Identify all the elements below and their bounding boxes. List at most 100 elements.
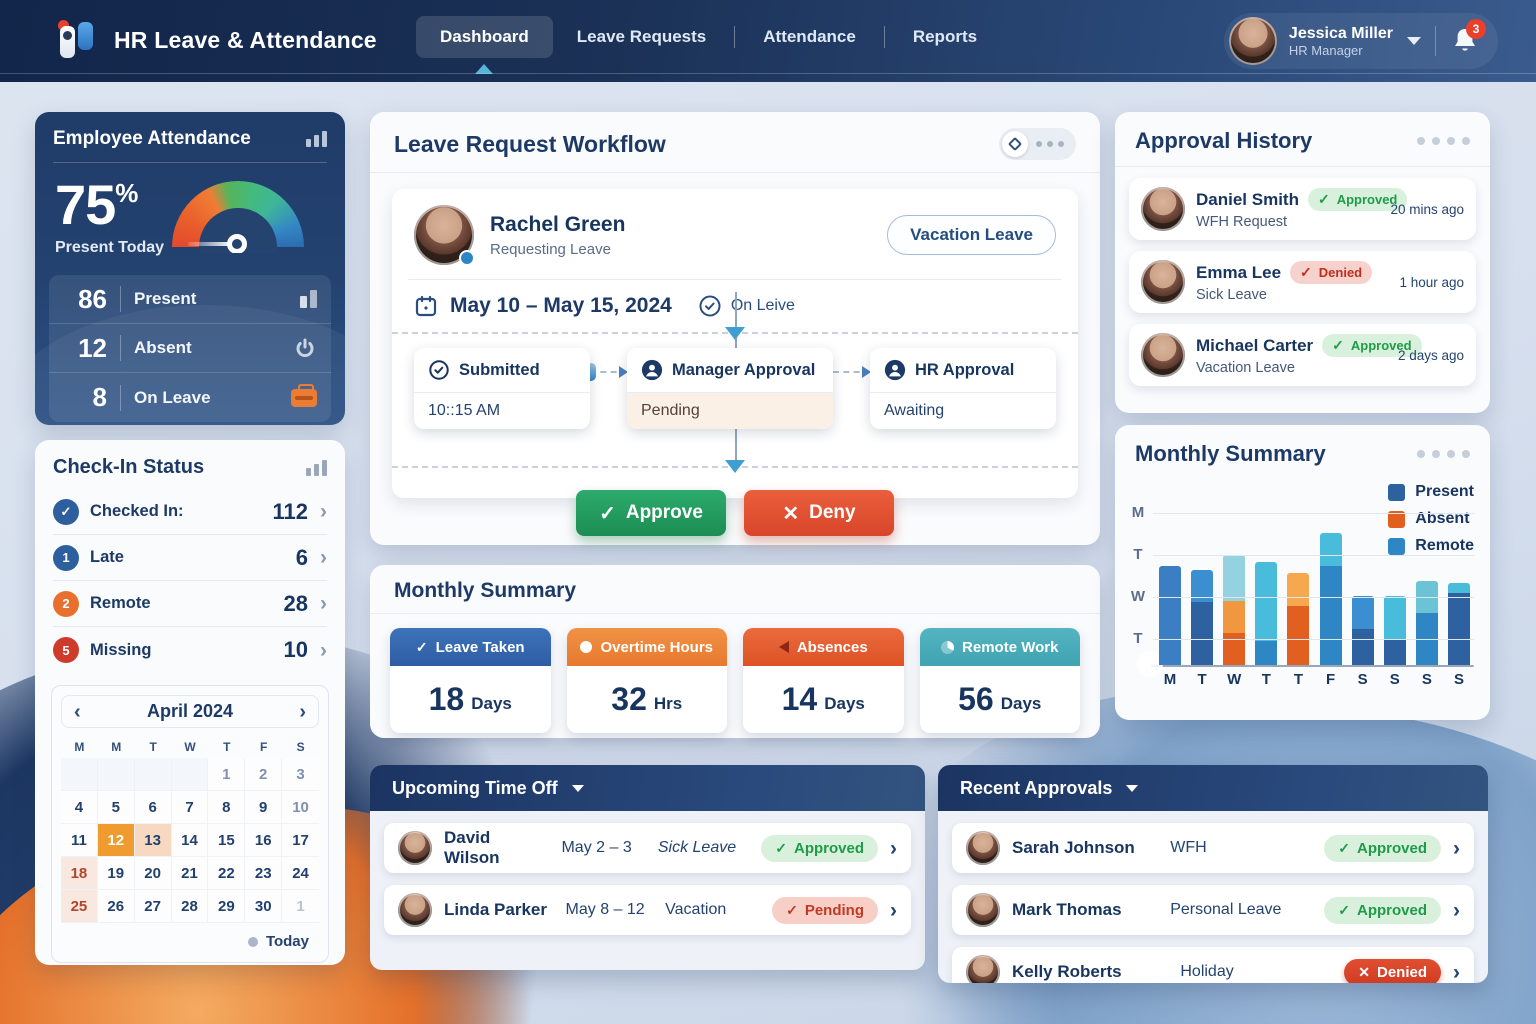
stat-card-leave-taken[interactable]: ✓ Leave Taken 18 Days: [390, 628, 551, 733]
checkin-row-checked-in[interactable]: ✓ Checked In: 112 ›: [53, 489, 327, 535]
chart-bar[interactable]: [1351, 596, 1374, 665]
chart-bar[interactable]: [1255, 561, 1278, 665]
time-off-row[interactable]: Linda Parker May 8 – 12 Vacation ✓ Pendin…: [384, 885, 911, 935]
chart-bar[interactable]: [1447, 583, 1470, 665]
chart-gridline: [1153, 555, 1474, 556]
chart-bar[interactable]: [1223, 554, 1246, 665]
calendar-day-cell[interactable]: 1: [208, 758, 246, 791]
stat-row-absent[interactable]: 12 Absent: [49, 324, 331, 373]
chevron-right-icon: ›: [1453, 960, 1460, 983]
stat-card-remote-work[interactable]: Remote Work 56 Days: [919, 628, 1080, 733]
history-item[interactable]: Emma Lee ✓ Denied Sick Leave 1 hour ago: [1129, 251, 1476, 313]
history-item[interactable]: Daniel Smith ✓ Approved WFH Request 20 mi…: [1129, 178, 1476, 240]
approval-row[interactable]: Kelly Roberts Holiday ✕ Denied ›: [952, 947, 1474, 983]
stat-row-on-leave[interactable]: 8 On Leave: [49, 373, 331, 422]
calendar-day-cell[interactable]: 20: [134, 857, 172, 890]
approve-button[interactable]: ✓ Approve: [576, 490, 726, 536]
calendar-day-cell[interactable]: 2: [245, 758, 283, 791]
calendar-day-cell[interactable]: 18: [61, 857, 98, 890]
calendar-day-cell[interactable]: 6: [134, 791, 172, 824]
calendar-day-cell[interactable]: 12: [97, 824, 135, 857]
leave-type-button[interactable]: Vacation Leave: [887, 215, 1056, 255]
more-menu-icon[interactable]: [1036, 141, 1064, 147]
chart-bar[interactable]: [1383, 596, 1406, 665]
nav-tab-attendance[interactable]: Attendance: [763, 27, 856, 46]
calendar-day-cell[interactable]: 22: [208, 857, 246, 890]
workflow-step-hr-approval[interactable]: HR Approval Awaiting: [870, 348, 1056, 429]
calendar-day-cell[interactable]: 30: [245, 890, 283, 923]
notification-badge: 3: [1466, 19, 1486, 39]
calendar-day-cell[interactable]: 14: [171, 824, 209, 857]
calendar-day-cell[interactable]: 3: [282, 758, 319, 791]
calendar-day-cell[interactable]: 1: [282, 890, 319, 923]
chart-bar[interactable]: [1159, 566, 1181, 665]
chart-bar[interactable]: [1319, 532, 1342, 665]
checkin-row-remote[interactable]: 2 Remote 28 ›: [53, 581, 327, 627]
calendar-prev-button[interactable]: ‹: [74, 700, 81, 723]
calendar-day-cell[interactable]: 23: [245, 857, 283, 890]
calendar-next-button[interactable]: ›: [299, 700, 306, 723]
chart-bar-segment: [1287, 573, 1310, 607]
nav-tab-dashboard[interactable]: Dashboard: [416, 16, 553, 58]
card-title: Monthly Summary: [394, 579, 577, 602]
approval-row[interactable]: Mark Thomas Personal Leave ✓ Approved ›: [952, 885, 1474, 935]
calendar-day-cell[interactable]: 9: [245, 791, 283, 824]
calendar-day-cell[interactable]: 5: [97, 791, 135, 824]
calendar-day-cell[interactable]: 16: [245, 824, 283, 857]
chart-bar[interactable]: [1287, 573, 1310, 665]
chart-bar[interactable]: [1415, 581, 1438, 665]
status-badge: ✓ Approved: [761, 834, 878, 862]
chart-bar-segment: [1351, 629, 1374, 665]
checkin-row-late[interactable]: 1 Late 6 ›: [53, 535, 327, 581]
check-in-status-card: Check-In Status ✓ Checked In: 112 › 1 La…: [35, 440, 345, 965]
deny-button[interactable]: ✕ Deny: [744, 490, 894, 536]
calendar-day-cell[interactable]: 17: [282, 824, 319, 857]
calendar-day-cell[interactable]: 27: [134, 890, 172, 923]
user-profile-menu[interactable]: Jessica Miller HR Manager 3: [1223, 13, 1498, 69]
calendar-day-cell[interactable]: 11: [61, 824, 98, 857]
chart-bar-segment: [1319, 532, 1342, 567]
time-off-row[interactable]: David Wilson May 2 – 3 Sick Leave ✓ Appro…: [384, 823, 911, 873]
status-badge: ✕ Denied: [1344, 958, 1441, 983]
card-title: Monthly Summary: [1135, 441, 1326, 466]
top-nav-bar: HR Leave & Attendance Dashboard Leave Re…: [0, 0, 1536, 82]
chevron-right-icon: ›: [320, 500, 327, 523]
calendar-day-cell[interactable]: 15: [208, 824, 246, 857]
approval-row[interactable]: Sarah Johnson WFH ✓ Approved ›: [952, 823, 1474, 873]
calendar-day-cell[interactable]: 21: [171, 857, 209, 890]
calendar-day-cell[interactable]: 4: [61, 791, 98, 824]
stat-card-overtime-hours[interactable]: Overtime Hours 32 Hrs: [566, 628, 727, 733]
chart-origin-dot: [1137, 651, 1163, 677]
history-item[interactable]: Michael Carter ✓ Approved Vacation Leave …: [1129, 324, 1476, 386]
panel-header[interactable]: Upcoming Time Off: [370, 765, 925, 811]
calendar-day-cell[interactable]: 26: [97, 890, 135, 923]
calendar-day-cell[interactable]: 10: [282, 791, 319, 824]
calendar-day-cell: [171, 758, 209, 791]
legend-item: Remote: [1388, 537, 1474, 555]
stat-row-present[interactable]: 86 Present: [49, 275, 331, 324]
sync-icon[interactable]: [1002, 131, 1028, 157]
chevron-down-icon[interactable]: [1407, 37, 1421, 45]
checkin-row-missing[interactable]: 5 Missing 10 ›: [53, 627, 327, 673]
calendar-day-cell[interactable]: 7: [171, 791, 209, 824]
calendar-day-cell[interactable]: 8: [208, 791, 246, 824]
nav-tab-leave-requests[interactable]: Leave Requests: [576, 27, 707, 46]
calendar-day-cell[interactable]: 19: [97, 857, 135, 890]
avatar: [398, 831, 432, 865]
workflow-card-controls[interactable]: [999, 128, 1076, 160]
stat-card-absences[interactable]: Absences 14 Days: [743, 628, 904, 733]
panel-header[interactable]: Recent Approvals: [938, 765, 1488, 811]
workflow-step-submitted[interactable]: Submitted 10::15 AM: [414, 348, 590, 429]
calendar-day-cell[interactable]: 28: [171, 890, 209, 923]
notifications-button[interactable]: 3: [1448, 19, 1486, 58]
calendar-day-cell[interactable]: 24: [282, 857, 319, 890]
more-menu-icon[interactable]: [1417, 137, 1470, 145]
calendar-day-cell[interactable]: 29: [208, 890, 246, 923]
calendar-day-cell[interactable]: 25: [61, 890, 98, 923]
more-menu-icon[interactable]: [1417, 450, 1470, 458]
workflow-step-manager-approval[interactable]: Manager Approval Pending: [627, 348, 833, 429]
check-icon: ✓: [599, 502, 616, 525]
calendar-day-cell[interactable]: 13: [134, 824, 172, 857]
nav-tab-reports[interactable]: Reports: [912, 27, 978, 46]
chart-bar[interactable]: [1191, 569, 1214, 665]
